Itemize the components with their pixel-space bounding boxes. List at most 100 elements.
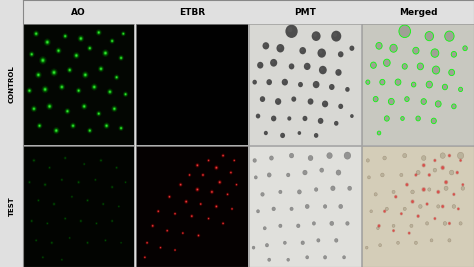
Circle shape [236, 184, 237, 185]
Circle shape [426, 222, 428, 225]
Circle shape [124, 93, 127, 96]
Circle shape [197, 234, 200, 237]
Circle shape [83, 105, 85, 107]
Circle shape [31, 220, 33, 222]
Circle shape [322, 101, 328, 107]
Circle shape [109, 90, 111, 93]
Circle shape [289, 153, 294, 158]
Circle shape [297, 190, 301, 194]
Circle shape [392, 229, 395, 232]
Circle shape [70, 195, 73, 198]
Circle shape [110, 39, 114, 43]
Circle shape [444, 180, 448, 184]
Circle shape [86, 241, 89, 245]
Circle shape [115, 166, 118, 170]
Text: CONTROL: CONTROL [9, 66, 14, 103]
Circle shape [94, 178, 97, 182]
Circle shape [29, 182, 30, 183]
Circle shape [283, 241, 286, 245]
Circle shape [111, 220, 113, 222]
Circle shape [64, 36, 66, 37]
Circle shape [118, 206, 120, 207]
Circle shape [146, 242, 148, 244]
Circle shape [422, 188, 425, 191]
Circle shape [27, 180, 31, 184]
Circle shape [51, 70, 57, 75]
Circle shape [29, 90, 30, 91]
Circle shape [144, 257, 146, 258]
Circle shape [428, 174, 430, 176]
Circle shape [216, 167, 217, 169]
Circle shape [431, 118, 437, 124]
Circle shape [461, 183, 465, 186]
Circle shape [61, 179, 63, 180]
Circle shape [39, 125, 40, 127]
Circle shape [287, 116, 292, 121]
Circle shape [69, 69, 71, 71]
Circle shape [392, 190, 395, 194]
Circle shape [47, 104, 52, 109]
Circle shape [107, 88, 113, 95]
Circle shape [290, 207, 293, 211]
Circle shape [365, 246, 368, 249]
Circle shape [78, 182, 79, 183]
Circle shape [434, 217, 436, 220]
Circle shape [64, 157, 66, 159]
Circle shape [409, 233, 410, 234]
Circle shape [96, 111, 101, 117]
Circle shape [43, 87, 47, 92]
Circle shape [89, 130, 91, 131]
Circle shape [318, 49, 326, 58]
Circle shape [63, 34, 67, 38]
Circle shape [415, 174, 417, 176]
Circle shape [303, 117, 305, 119]
Circle shape [70, 123, 76, 129]
Circle shape [185, 200, 188, 203]
Circle shape [314, 82, 317, 85]
Circle shape [256, 115, 258, 116]
Circle shape [34, 31, 38, 36]
Circle shape [208, 218, 209, 219]
Circle shape [319, 119, 321, 121]
Circle shape [463, 46, 467, 51]
Circle shape [98, 113, 100, 114]
Circle shape [60, 258, 64, 261]
Circle shape [191, 215, 192, 217]
Circle shape [103, 50, 108, 56]
Circle shape [383, 210, 386, 213]
Circle shape [120, 242, 122, 244]
Circle shape [47, 223, 48, 224]
Circle shape [308, 155, 313, 161]
Circle shape [308, 98, 313, 105]
Circle shape [104, 123, 109, 128]
Circle shape [377, 224, 381, 228]
Circle shape [199, 202, 202, 206]
Circle shape [44, 183, 46, 186]
Circle shape [98, 65, 104, 72]
Circle shape [188, 174, 191, 176]
Circle shape [52, 70, 56, 74]
Circle shape [256, 210, 260, 213]
Circle shape [346, 221, 349, 225]
Circle shape [287, 258, 290, 261]
Circle shape [278, 45, 281, 49]
Circle shape [426, 81, 432, 88]
Circle shape [118, 125, 124, 131]
Circle shape [100, 67, 102, 70]
Circle shape [305, 64, 308, 67]
Circle shape [125, 181, 127, 183]
Circle shape [46, 103, 53, 110]
Circle shape [385, 207, 388, 211]
Circle shape [303, 170, 307, 175]
Circle shape [197, 189, 198, 190]
Circle shape [40, 57, 46, 63]
Circle shape [33, 30, 39, 37]
Circle shape [442, 167, 444, 169]
Circle shape [124, 181, 127, 184]
Circle shape [448, 222, 450, 225]
Circle shape [77, 181, 80, 183]
Circle shape [414, 241, 418, 245]
Circle shape [180, 184, 182, 186]
Circle shape [103, 122, 109, 129]
Circle shape [120, 127, 122, 129]
